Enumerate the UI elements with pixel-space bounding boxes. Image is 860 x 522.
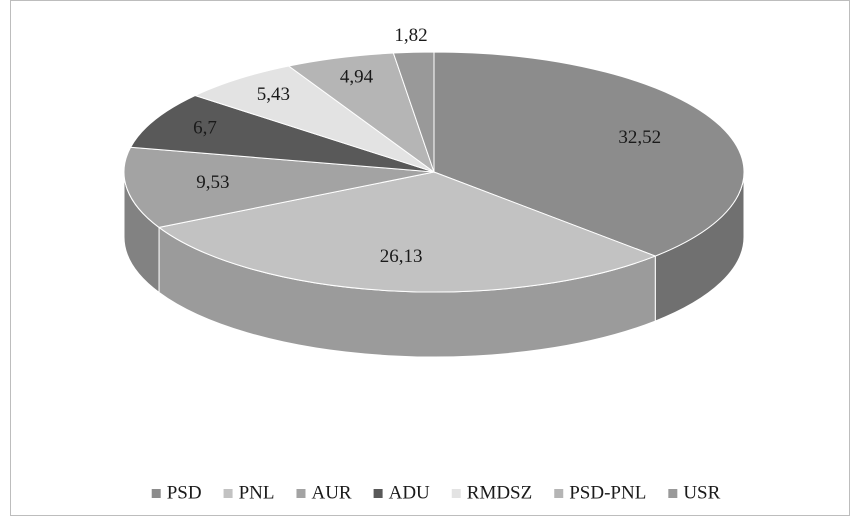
data-label: 26,13 (380, 246, 423, 267)
legend-label: PSD (167, 482, 202, 503)
data-label: 9,53 (196, 172, 229, 193)
slice (193, 65, 435, 173)
legend-swatch (223, 489, 233, 498)
legend-swatch (373, 489, 383, 498)
legend-swatch (554, 489, 564, 498)
data-label: 32,52 (618, 127, 661, 148)
slice (157, 171, 657, 293)
legend: PSD PNL AUR ADU RMDSZ PSD-PNL USR (151, 482, 721, 503)
data-label: 4,94 (340, 67, 374, 88)
legend-label: PNL (239, 482, 275, 503)
data-label: 6,7 (193, 118, 217, 139)
slice (129, 94, 435, 173)
legend-swatch (151, 489, 161, 498)
data-label: 1,82 (394, 25, 427, 46)
legend-label: ADU (389, 482, 430, 503)
legend-swatch (296, 489, 306, 498)
slice (123, 146, 435, 228)
legend-label: AUR (311, 482, 351, 503)
data-label: 5,43 (257, 84, 290, 105)
slice (392, 51, 435, 173)
legend-label: PSD-PNL (569, 482, 646, 503)
legend-swatch (451, 489, 461, 498)
legend-label: USR (683, 482, 720, 503)
legend-swatch (668, 489, 678, 498)
slice (433, 51, 745, 257)
legend-label: RMDSZ (467, 482, 532, 503)
